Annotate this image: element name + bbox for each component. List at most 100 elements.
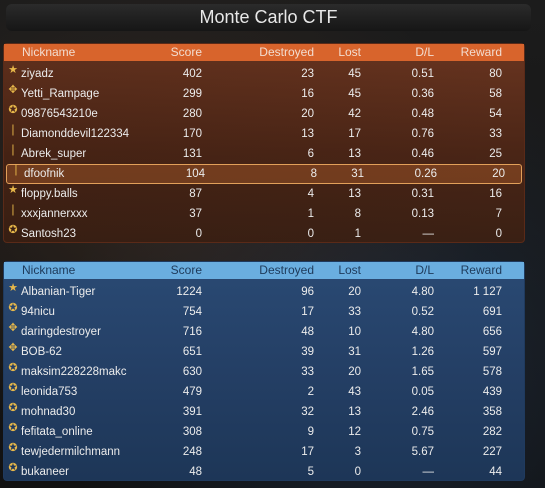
col-score[interactable]: Score [170,45,202,59]
player-row[interactable]: ✪ tewjedermilchmann 248 17 3 5.67 227 [4,442,524,462]
player-dl: 4.80 [411,286,434,298]
player-row[interactable]: ❘ dfoofnik 104 8 31 0.26 20 [6,164,522,184]
player-lost: 13 [348,188,361,200]
col-destroyed[interactable]: Destroyed [259,263,314,277]
player-destroyed: 17 [301,446,314,458]
rank-icon: ✪ [8,224,18,236]
col-lost[interactable]: Lost [338,45,361,59]
player-dl: 0.36 [411,88,434,100]
player-destroyed: 0 [307,228,314,240]
player-lost: 45 [348,68,361,80]
player-row[interactable]: ❘ Abrek_super 131 6 13 0.46 25 [4,144,524,164]
player-reward: 656 [482,326,502,338]
col-dl[interactable]: D/L [415,45,434,59]
player-row[interactable]: ★ ziyadz 402 23 45 0.51 80 [4,64,524,84]
player-row[interactable]: ✥ Yetti_Rampage 299 16 45 0.36 58 [4,84,524,104]
player-dl: 0.52 [411,306,434,318]
player-score: 754 [182,306,202,318]
player-row[interactable]: ❘ Diamonddevil122334 170 13 17 0.76 33 [4,124,524,144]
player-reward: 54 [489,108,502,120]
player-row[interactable]: ✥ daringdestroyer 716 48 10 4.80 656 [4,322,524,342]
player-row[interactable]: ✪ fefitata_online 308 9 12 0.75 282 [4,422,524,442]
col-nickname[interactable]: Nickname [22,263,76,277]
player-dl: 0.48 [411,108,434,120]
player-dl: 1.26 [411,346,434,358]
player-reward: 25 [489,148,502,160]
player-dl: 1.65 [411,366,434,378]
player-score: 280 [182,108,202,120]
player-lost: 13 [348,406,361,418]
col-lost[interactable]: Lost [338,263,361,277]
player-row[interactable]: ✪ bukaneer 48 5 0 — 44 [4,462,524,482]
player-nickname: 09876543210e [21,108,98,120]
red-team-header: Nickname Score Destroyed Lost D/L Reward [4,44,524,61]
player-destroyed: 96 [301,286,314,298]
player-destroyed: 9 [307,426,314,438]
player-score: 0 [195,228,202,240]
player-destroyed: 13 [301,128,314,140]
player-nickname: mohnad30 [21,406,76,418]
player-dl: 0.46 [411,148,434,160]
player-dl: 0.05 [411,386,434,398]
blue-team-panel: Nickname Score Destroyed Lost D/L Reward… [3,261,525,481]
player-score: 391 [182,406,202,418]
player-reward: 80 [489,68,502,80]
col-reward[interactable]: Reward [460,263,502,277]
player-reward: 0 [495,228,502,240]
player-destroyed: 8 [310,168,317,180]
player-reward: 7 [495,208,502,220]
player-score: 37 [189,208,202,220]
player-nickname: xxxjannerxxx [21,208,88,220]
player-reward: 439 [482,386,502,398]
player-lost: 20 [348,366,361,378]
player-destroyed: 39 [301,346,314,358]
player-destroyed: 1 [307,208,314,220]
player-row[interactable]: ✪ maksim228228makc 630 33 20 1.65 578 [4,362,524,382]
player-destroyed: 4 [307,188,314,200]
rank-icon: ✪ [8,422,18,434]
player-row[interactable]: ✪ mohnad30 391 32 13 2.46 358 [4,402,524,422]
player-dl: — [422,466,435,478]
player-dl: 0.75 [411,426,434,438]
player-row[interactable]: ✥ BOB-62 651 39 31 1.26 597 [4,342,524,362]
player-reward: 33 [489,128,502,140]
player-score: 479 [182,386,202,398]
player-lost: 8 [354,208,361,220]
rank-icon: ✪ [8,362,18,374]
player-reward: 20 [492,168,505,180]
player-destroyed: 17 [301,306,314,318]
col-score[interactable]: Score [170,263,202,277]
player-dl: 2.46 [411,406,434,418]
player-nickname: floppy.balls [21,188,78,200]
player-row[interactable]: ❘ xxxjannerxxx 37 1 8 0.13 7 [4,204,524,224]
player-reward: 282 [482,426,502,438]
player-lost: 17 [348,128,361,140]
col-nickname[interactable]: Nickname [22,45,76,59]
player-lost: 31 [348,346,361,358]
player-row[interactable]: ★ Albanian-Tiger 1224 96 20 4.80 1 127 [4,282,524,302]
col-dl[interactable]: D/L [415,263,434,277]
player-row[interactable]: ✪ 09876543210e 280 20 42 0.48 54 [4,104,524,124]
player-score: 299 [182,88,202,100]
player-lost: 45 [348,88,361,100]
player-destroyed: 48 [301,326,314,338]
col-reward[interactable]: Reward [460,45,502,59]
player-score: 308 [182,426,202,438]
player-lost: 13 [348,148,361,160]
player-score: 104 [185,168,205,180]
player-lost: 33 [348,306,361,318]
player-score: 131 [182,148,202,160]
player-row[interactable]: ✪ 94nicu 754 17 33 0.52 691 [4,302,524,322]
battle-title: Monte Carlo CTF [6,4,531,31]
player-row[interactable]: ✪ leonida753 479 2 43 0.05 439 [4,382,524,402]
player-row[interactable]: ✪ Santosh23 0 0 1 — 0 [4,224,524,244]
player-row[interactable]: ★ floppy.balls 87 4 13 0.31 16 [4,184,524,204]
player-score: 87 [189,188,202,200]
player-dl: 5.67 [411,446,434,458]
player-destroyed: 2 [307,386,314,398]
rank-icon: ★ [8,184,18,196]
rank-icon: ★ [8,64,18,76]
blue-team-rows: ★ Albanian-Tiger 1224 96 20 4.80 1 127 ✪ 94nicu 7… [4,282,524,482]
col-destroyed[interactable]: Destroyed [259,45,314,59]
